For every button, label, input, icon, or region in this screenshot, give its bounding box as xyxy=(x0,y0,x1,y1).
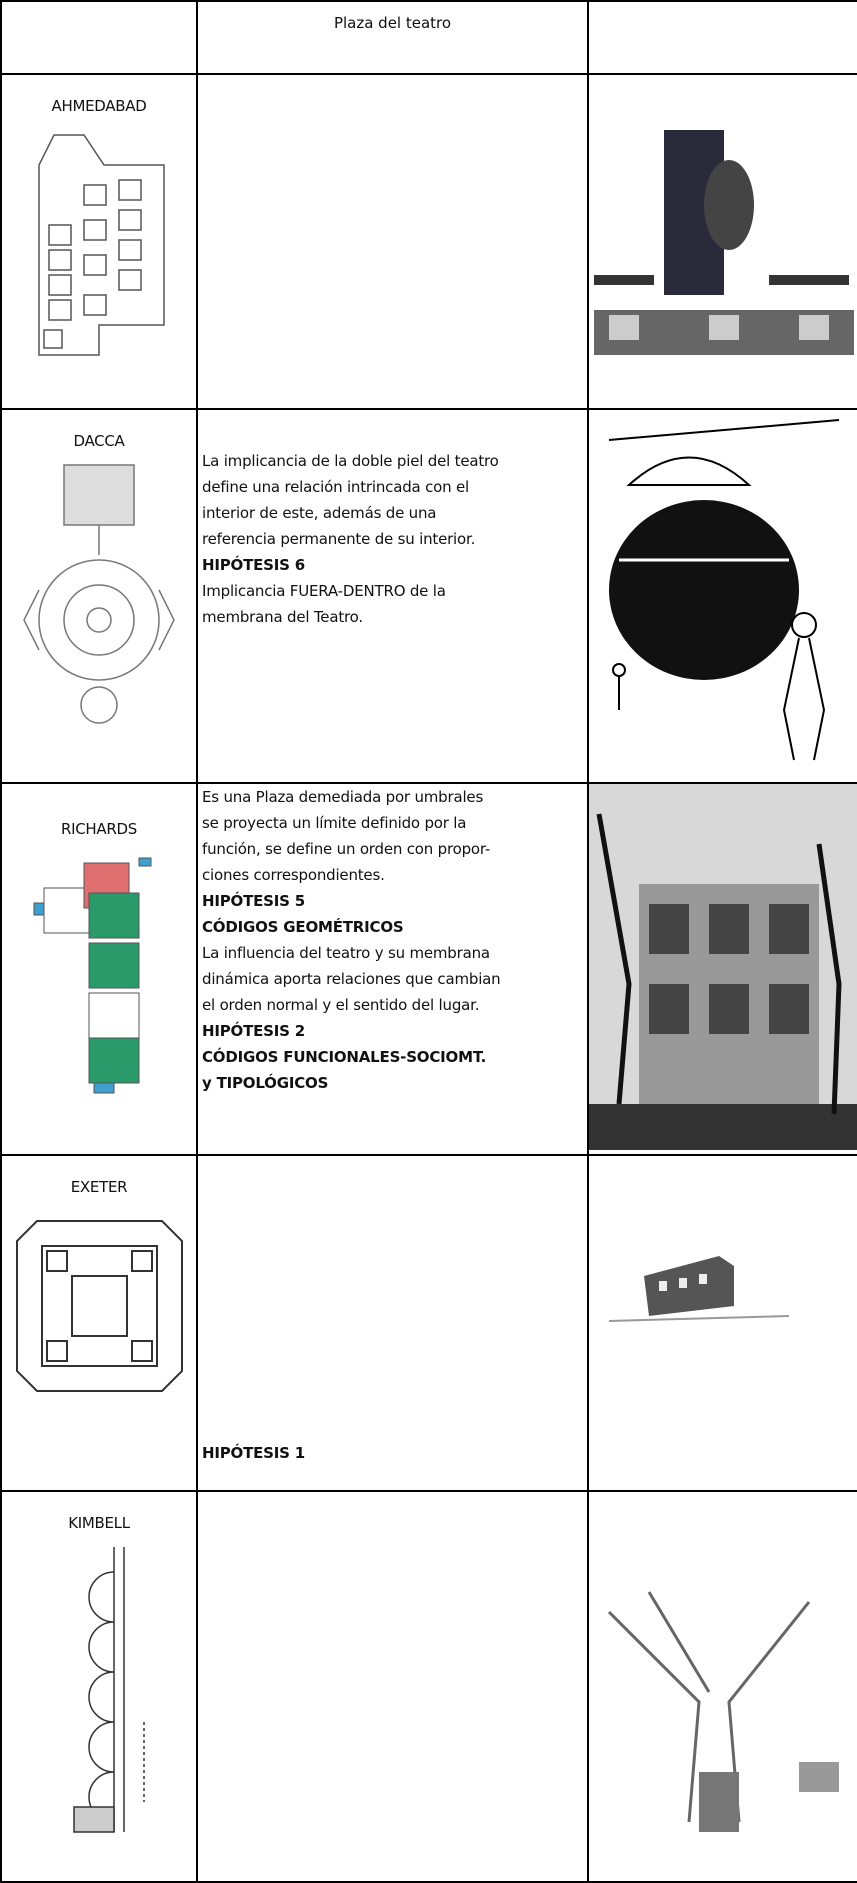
header-row: Plaza del teatro xyxy=(0,0,857,75)
building-name: RICHARDS xyxy=(61,820,137,838)
row: DACCA La implicancia de la doble piel de… xyxy=(0,408,857,784)
plan-cell: KIMBELL xyxy=(0,1490,198,1883)
building-name: AHMEDABAD xyxy=(51,97,147,115)
text-line: La implicancia de la doble piel del teat… xyxy=(202,452,499,470)
row: RICHARDS Es una Plaza demediada por umbr… xyxy=(0,782,857,1156)
header-cell: Plaza del teatro xyxy=(196,0,589,75)
text-line: membrana del Teatro. xyxy=(202,608,363,626)
plan-cell: RICHARDS xyxy=(0,782,198,1156)
building-name: DACCA xyxy=(73,432,125,450)
text-cell xyxy=(196,1490,589,1883)
text-line: La influencia del teatro y su membrana xyxy=(202,944,490,962)
text-block: La implicancia de la doble piel del teat… xyxy=(198,448,587,630)
text-line: ciones correspondientes. xyxy=(202,866,385,884)
header-text xyxy=(589,2,857,14)
text-block: HIPÓTESIS 1 xyxy=(198,1440,587,1466)
image-cell xyxy=(587,1490,857,1883)
row: KIMBELL xyxy=(0,1490,857,1883)
text-line: interior de este, además de una xyxy=(202,504,437,522)
bold-line: HIPÓTESIS 5 xyxy=(202,892,306,910)
text-line: Es una Plaza demediada por umbrales xyxy=(202,788,484,806)
text-line: función, se define un orden con propor- xyxy=(202,840,491,858)
plan-sketch xyxy=(33,857,152,1094)
text-cell: Es una Plaza demediada por umbrales se pr… xyxy=(196,782,589,1156)
building-name: EXETER xyxy=(70,1178,128,1196)
plan-cell: DACCA xyxy=(0,408,198,784)
header-cell xyxy=(0,0,198,75)
image-cell xyxy=(587,408,857,784)
plan-sketch xyxy=(15,1220,183,1392)
bold-line: HIPÓTESIS 1 xyxy=(202,1444,306,1462)
photo-sketch xyxy=(607,1591,839,1832)
plan-sketch xyxy=(73,1547,145,1833)
bold-line: CÓDIGOS GEOMÉTRICOS xyxy=(202,918,404,936)
text-line: Implicancia FUERA-DENTRO de la xyxy=(202,582,446,600)
plan-cell: EXETER xyxy=(0,1154,198,1492)
image-cell xyxy=(587,782,857,1156)
bold-line: CÓDIGOS FUNCIONALES-SOCIOMT. xyxy=(202,1048,487,1066)
text-cell xyxy=(196,73,589,410)
photo-sketch xyxy=(594,130,854,355)
header-text xyxy=(2,2,196,14)
text-line: se proyecta un límite definido por la xyxy=(202,814,467,832)
text-block: Es una Plaza demediada por umbrales se pr… xyxy=(198,784,587,1096)
photo-sketch xyxy=(608,1256,790,1322)
photo-sketch xyxy=(589,784,857,1150)
image-cell xyxy=(587,73,857,410)
text-cell: La implicancia de la doble piel del teat… xyxy=(196,408,589,784)
photo-sketch xyxy=(608,419,840,761)
text-line: dinámica aporta relaciones que cambian xyxy=(202,970,501,988)
header-text: Plaza del teatro xyxy=(333,14,452,32)
bold-line: HIPÓTESIS 6 xyxy=(202,556,306,574)
text-cell: HIPÓTESIS 1 xyxy=(196,1154,589,1492)
building-name: KIMBELL xyxy=(68,1514,130,1532)
text-line: el orden normal y el sentido del lugar. xyxy=(202,996,480,1014)
plan-sketch xyxy=(23,464,175,724)
row: AHMEDABAD xyxy=(0,73,857,410)
text-line: referencia permanente de su interior. xyxy=(202,530,476,548)
header-cell xyxy=(587,0,857,75)
bold-line: HIPÓTESIS 2 xyxy=(202,1022,306,1040)
bold-line: y TIPOLÓGICOS xyxy=(202,1074,329,1092)
row: EXETER HIPÓTESIS 1 xyxy=(0,1154,857,1492)
plan-sketch xyxy=(38,134,165,356)
plan-cell: AHMEDABAD xyxy=(0,73,198,410)
text-line: define una relación intrincada con el xyxy=(202,478,469,496)
image-cell xyxy=(587,1154,857,1492)
